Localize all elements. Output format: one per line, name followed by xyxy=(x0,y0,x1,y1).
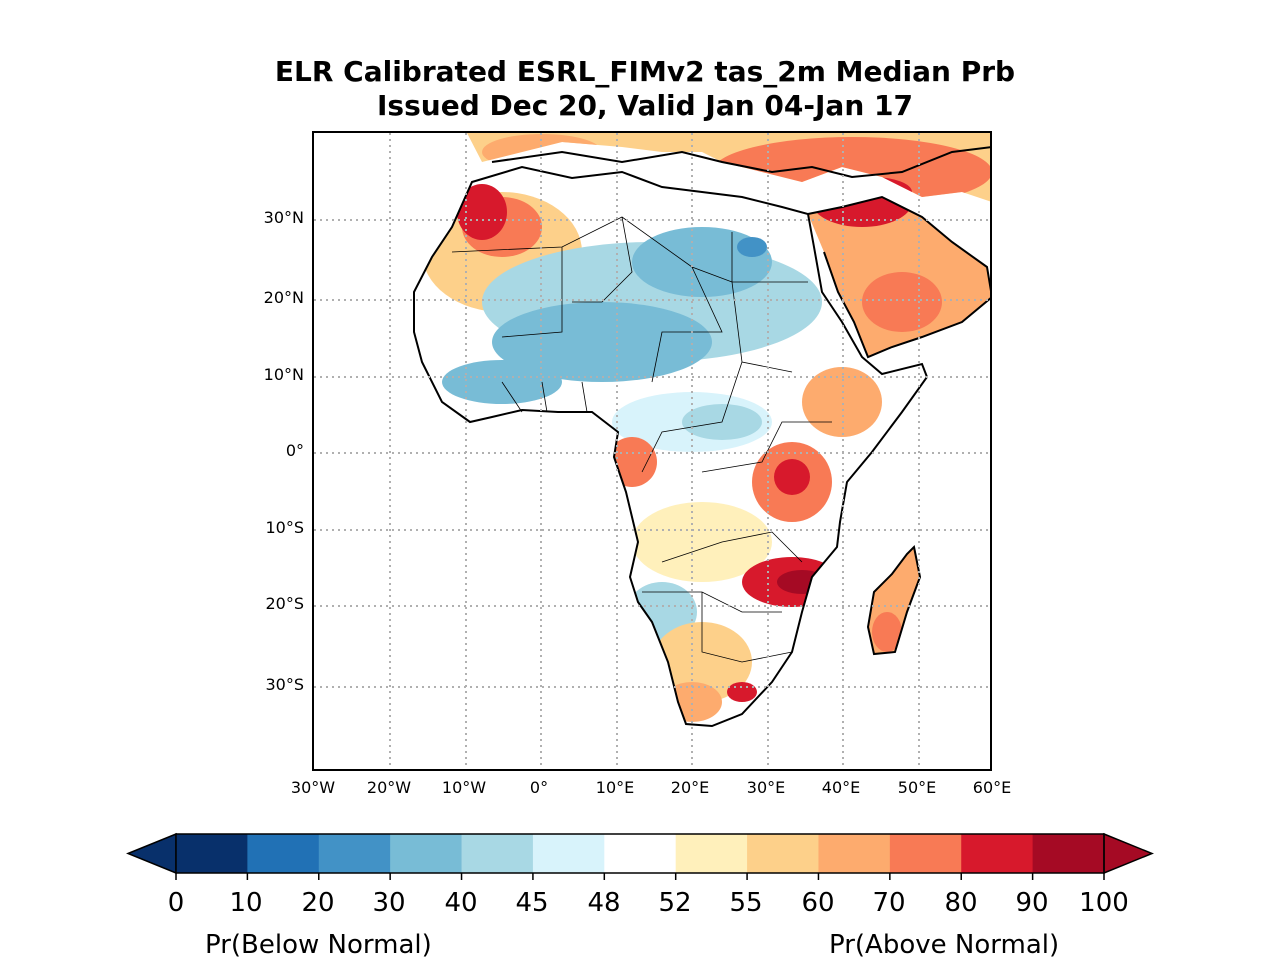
lat-label-10s: 10°S xyxy=(265,518,304,537)
lon-label-30w: 30°W xyxy=(290,778,336,797)
colorbar-tick-100: 100 xyxy=(1079,888,1129,918)
lon-label-10e: 10°E xyxy=(595,778,635,797)
lon-label-40e: 40°E xyxy=(821,778,861,797)
colorbar-tick-0: 0 xyxy=(167,888,185,918)
lat-label-30s: 30°S xyxy=(265,675,304,694)
lat-label-20s: 20°S xyxy=(265,594,304,613)
graticule xyxy=(314,133,990,769)
colorbar-tick-55: 55 xyxy=(729,888,763,918)
colorbar-segment xyxy=(461,834,534,873)
colorbar-tick-80: 80 xyxy=(944,888,978,918)
colorbar-segment xyxy=(889,834,962,873)
lat-label-10n: 10°N xyxy=(263,365,304,384)
lat-label-0: 0° xyxy=(285,441,304,460)
colorbar-segment xyxy=(176,834,248,873)
colorbar-segment xyxy=(532,834,605,873)
colorbar-arrow-high xyxy=(1103,832,1154,875)
colorbar-tick-90: 90 xyxy=(1015,888,1049,918)
colorbar-segment xyxy=(318,834,391,873)
colorbar-tick-70: 70 xyxy=(872,888,906,918)
colorbar-tick-48: 48 xyxy=(587,888,621,918)
colorbar-tick-40: 40 xyxy=(444,888,478,918)
colorbar-below-normal-label: Pr(Below Normal) xyxy=(205,930,432,960)
africa-probability-map xyxy=(314,133,990,769)
map-title: ELR Calibrated ESRL_FIMv2 tas_2m Median … xyxy=(274,55,1016,88)
lon-label-50e: 50°E xyxy=(897,778,937,797)
colorbar-segment xyxy=(818,834,891,873)
colorbar-tick-45: 45 xyxy=(515,888,549,918)
lat-label-30n: 30°N xyxy=(263,208,304,227)
colorbar-segment xyxy=(604,834,677,873)
colorbar-segment xyxy=(961,834,1034,873)
lon-label-60e: 60°E xyxy=(972,778,1012,797)
lat-label-20n: 20°N xyxy=(263,288,304,307)
colorbar-segment xyxy=(747,834,819,873)
lon-label-20e: 20°E xyxy=(670,778,710,797)
colorbar-segment xyxy=(675,834,748,873)
lon-label-0: 0° xyxy=(529,778,549,797)
colorbar-outline xyxy=(175,833,1105,874)
map-panel xyxy=(312,131,992,771)
lon-label-10w: 10°W xyxy=(441,778,487,797)
colorbar-segment xyxy=(247,834,320,873)
colorbar xyxy=(126,832,1154,880)
coastlines xyxy=(413,146,990,728)
colorbar-arrow-low xyxy=(126,832,177,875)
map-subtitle: Issued Dec 20, Valid Jan 04-Jan 17 xyxy=(377,89,913,122)
lon-label-30e: 30°E xyxy=(746,778,786,797)
colorbar-tick-52: 52 xyxy=(658,888,692,918)
colorbar-tick-60: 60 xyxy=(801,888,835,918)
colorbar-segment xyxy=(390,834,463,873)
colorbar-above-normal-label: Pr(Above Normal) xyxy=(829,930,1060,960)
lon-label-20w: 20°W xyxy=(366,778,412,797)
colorbar-segment xyxy=(1032,834,1105,873)
colorbar-tick-10: 10 xyxy=(229,888,263,918)
colorbar-tick-30: 30 xyxy=(372,888,406,918)
colorbar-tick-20: 20 xyxy=(301,888,335,918)
